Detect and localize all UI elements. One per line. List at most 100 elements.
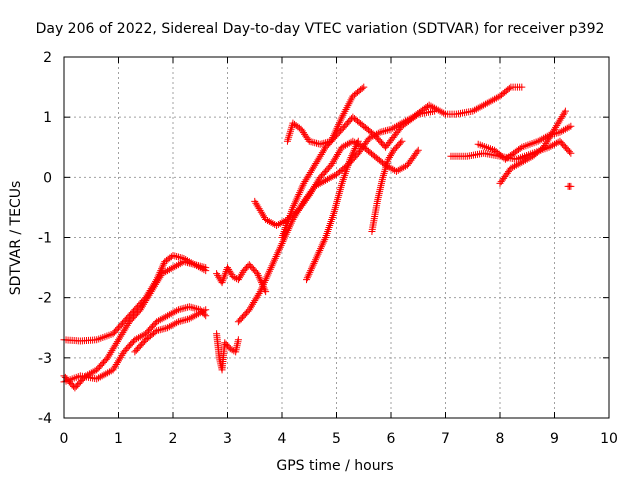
- data-point: [327, 161, 335, 169]
- data-point: [123, 321, 131, 329]
- data-point: [307, 167, 315, 175]
- data-point: [309, 186, 317, 194]
- data-point: [554, 138, 562, 146]
- data-point: [185, 315, 193, 323]
- data-point: [174, 306, 182, 314]
- x-tick-label: 0: [60, 431, 69, 447]
- data-point: [556, 116, 564, 124]
- data-point: [387, 164, 395, 172]
- data-point: [85, 370, 93, 378]
- data-point: [214, 271, 222, 279]
- data-point: [507, 164, 515, 172]
- data-point: [142, 297, 150, 305]
- x-tick-label: 9: [550, 431, 559, 447]
- data-point: [540, 143, 548, 151]
- data-point: [276, 219, 284, 227]
- data-point: [469, 107, 477, 115]
- data-point: [385, 153, 393, 161]
- data-point: [104, 354, 112, 362]
- data-point: [158, 270, 166, 278]
- data-point: [384, 155, 392, 163]
- data-point: [434, 106, 442, 114]
- data-point: [258, 210, 266, 218]
- x-axis-label: GPS time / hours: [276, 458, 393, 474]
- series-2: [60, 258, 210, 392]
- data-point: [536, 136, 544, 144]
- data-point: [382, 127, 390, 135]
- data-point: [489, 96, 497, 104]
- data-point: [335, 149, 343, 157]
- data-point: [347, 153, 355, 161]
- data-point: [202, 312, 210, 320]
- data-point: [560, 126, 568, 134]
- data-point: [556, 128, 564, 136]
- data-point: [525, 154, 533, 162]
- data-point: [225, 265, 233, 273]
- data-point: [304, 272, 312, 280]
- data-point: [169, 309, 177, 317]
- data-point: [176, 260, 184, 268]
- data-point: [138, 332, 146, 340]
- data-point: [255, 273, 263, 281]
- data-point: [250, 298, 258, 306]
- data-point: [567, 149, 575, 157]
- data-point: [134, 334, 142, 342]
- data-point: [512, 161, 520, 169]
- data-point: [120, 327, 128, 335]
- data-point: [138, 302, 146, 310]
- data-point: [154, 317, 162, 325]
- series-13: [447, 137, 575, 163]
- data-point: [146, 289, 154, 297]
- data-point: [180, 316, 188, 324]
- data-point: [303, 174, 311, 182]
- data-point: [234, 336, 242, 344]
- data-point: [118, 351, 126, 359]
- data-point: [164, 267, 172, 275]
- data-point: [521, 156, 529, 164]
- data-point: [518, 83, 526, 91]
- data-point: [256, 206, 264, 214]
- data-point: [325, 174, 333, 182]
- data-point: [534, 137, 542, 145]
- data-point: [353, 141, 361, 149]
- data-point: [413, 148, 421, 156]
- data-point: [257, 208, 265, 216]
- data-point: [317, 150, 325, 158]
- data-point: [193, 311, 201, 319]
- data-point: [119, 329, 127, 337]
- data-point: [187, 260, 195, 268]
- data-point: [543, 138, 551, 146]
- series-16: [564, 182, 575, 190]
- data-point: [167, 322, 175, 330]
- data-point: [316, 152, 324, 160]
- data-point: [131, 336, 139, 344]
- data-point: [307, 138, 315, 146]
- data-point: [193, 305, 201, 313]
- data-point: [480, 101, 488, 109]
- data-point: [553, 122, 561, 130]
- data-point: [115, 357, 122, 365]
- data-point: [117, 353, 125, 361]
- data-point: [303, 276, 311, 284]
- data-point: [112, 360, 120, 368]
- data-point: [385, 126, 393, 134]
- data-point: [108, 347, 116, 355]
- data-point: [278, 218, 286, 226]
- data-point: [169, 264, 177, 272]
- x-tick-label: 8: [496, 431, 505, 447]
- data-point: [224, 264, 231, 272]
- data-point: [87, 369, 95, 377]
- data-point: [310, 184, 318, 192]
- data-point: [229, 273, 237, 281]
- data-point: [474, 104, 482, 112]
- data-point: [552, 123, 560, 131]
- data-point: [189, 313, 197, 321]
- data-point: [136, 333, 144, 341]
- data-point: [110, 364, 118, 372]
- data-point: [253, 201, 261, 209]
- data-point: [388, 150, 396, 158]
- data-point: [538, 135, 546, 143]
- data-point: [160, 325, 168, 333]
- series-9: [283, 83, 368, 148]
